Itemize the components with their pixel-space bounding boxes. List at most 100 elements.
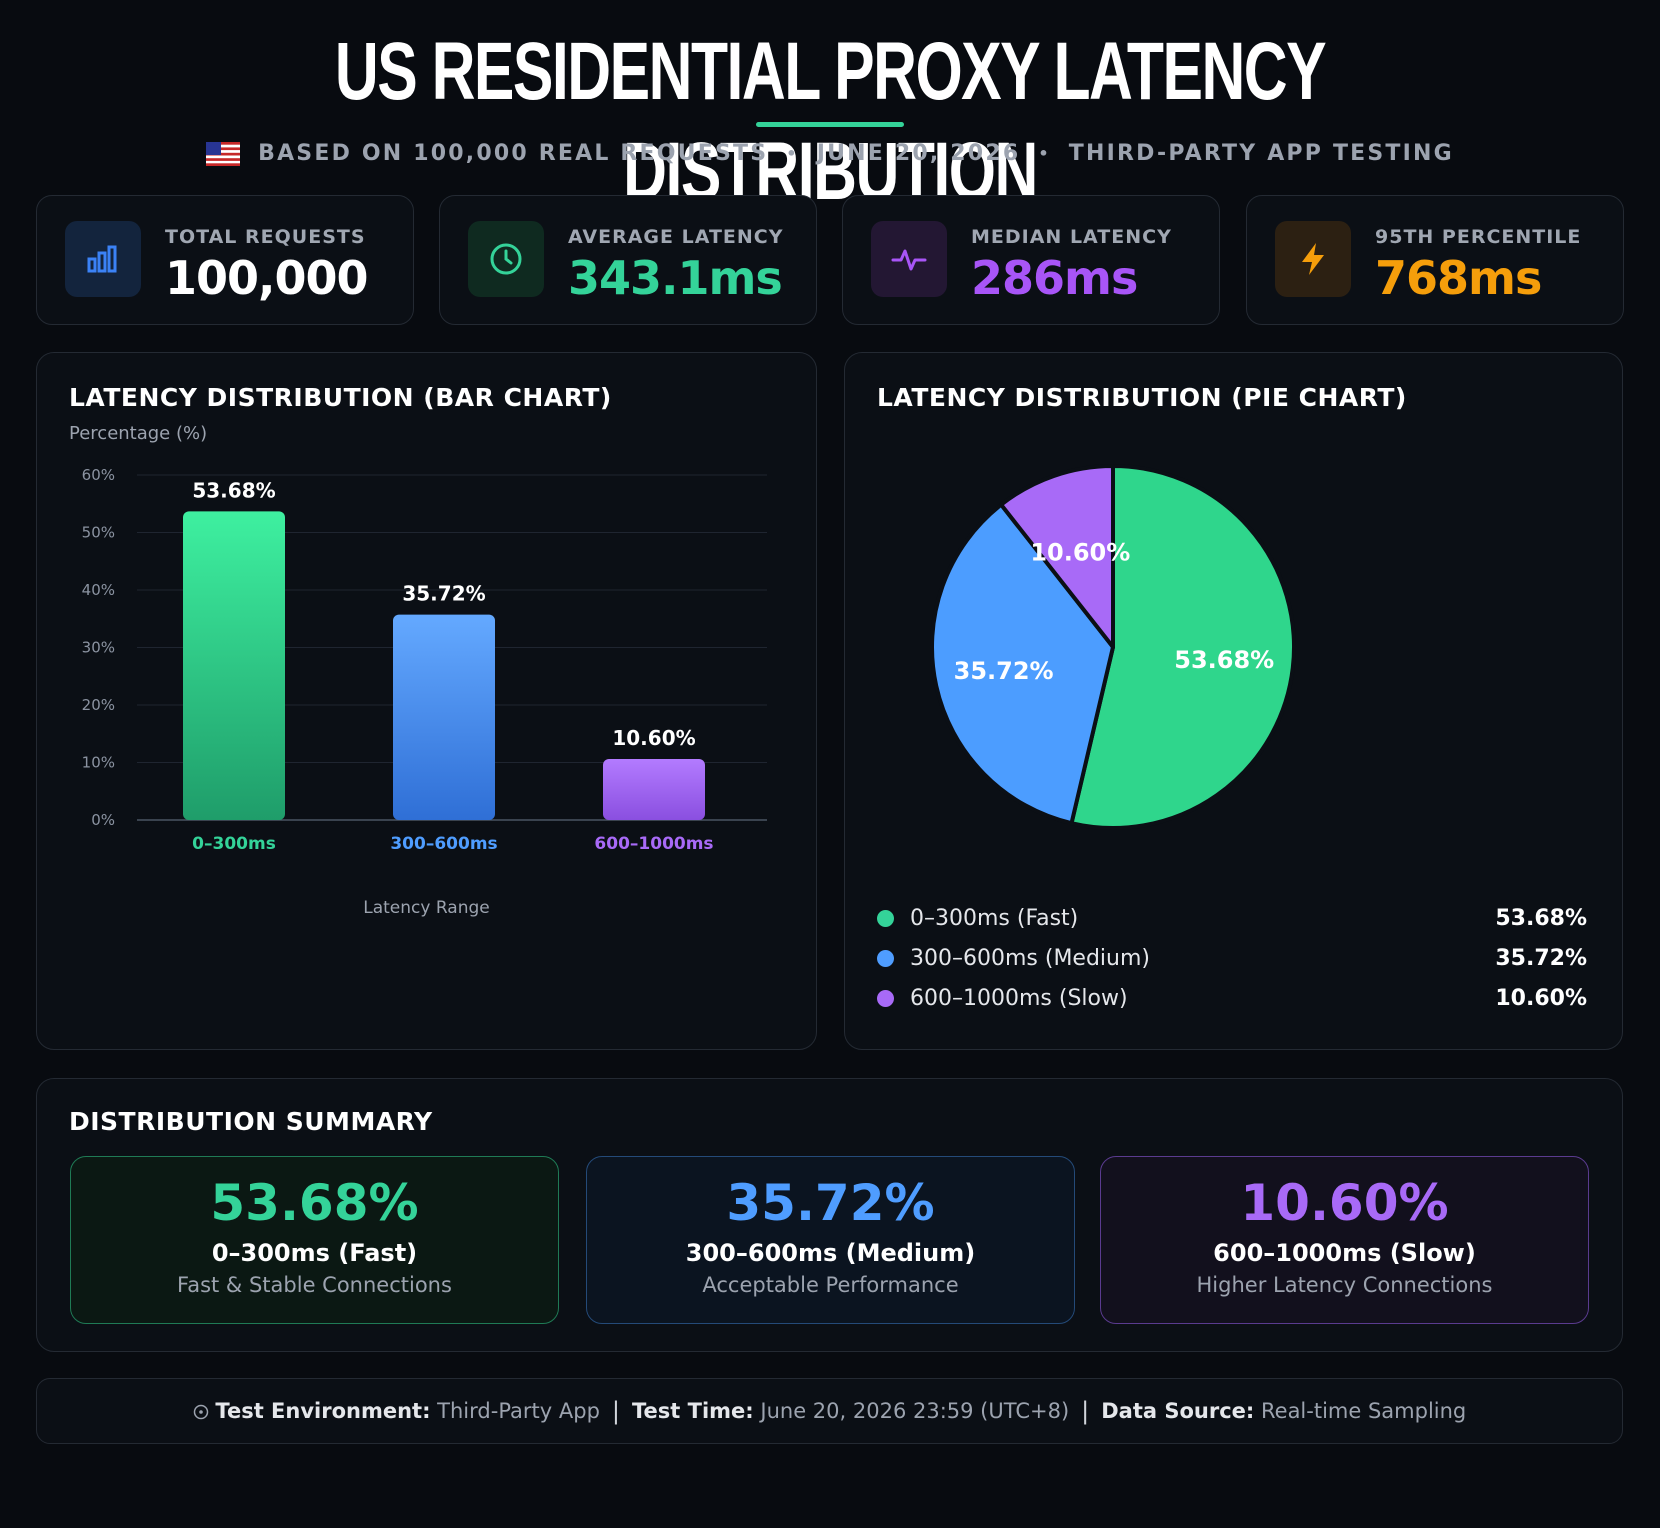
stat-label: MEDIAN LATENCY	[971, 226, 1172, 248]
page-title: US RESIDENTIAL PROXY LATENCY DISTRIBUTIO…	[334, 26, 1327, 217]
pie-chart-title: LATENCY DISTRIBUTION (PIE CHART)	[877, 383, 1407, 412]
stat-label: AVERAGE LATENCY	[568, 226, 784, 248]
subtitle-separator: •	[786, 144, 799, 163]
bar	[603, 759, 705, 820]
bar-chart: 0% 10% 20% 30% 40% 50% 60% 53.68% 0–300ms 35.72% 3…	[82, 466, 767, 854]
subtitle-testing: THIRD-PARTY APP TESTING	[1068, 141, 1454, 166]
pie-chart-panel: LATENCY DISTRIBUTION (PIE CHART) 53.68% 3…	[844, 352, 1623, 1050]
lightning-icon	[1302, 243, 1324, 275]
legend-value: 35.72%	[1495, 945, 1587, 971]
footer-env-key: Test Environment:	[215, 1399, 431, 1423]
footer-source: Data Source: Real-time Sampling	[1101, 1399, 1466, 1423]
summary-card-fast: 53.68% 0–300ms (Fast) Fast & Stable Conn…	[70, 1156, 559, 1324]
stat-label: 95TH PERCENTILE	[1375, 226, 1582, 248]
bar-chart-title: LATENCY DISTRIBUTION (BAR CHART)	[69, 383, 612, 412]
summary-percent: 10.60%	[1240, 1174, 1449, 1232]
summary-description: Acceptable Performance	[702, 1273, 959, 1297]
stat-value: 286ms	[971, 251, 1138, 305]
footer-info-bar: Test Environment: Third-Party App | Test…	[36, 1378, 1623, 1444]
y-tick-label: 40%	[82, 581, 115, 599]
page-subtitle: BASED ON 100,000 REAL REQUESTS • JUNE 20…	[0, 138, 1660, 170]
summary-label: 300–600ms (Medium)	[685, 1239, 976, 1267]
x-axis-label-text: Latency Range	[363, 898, 490, 918]
bar-chart-panel: LATENCY DISTRIBUTION (BAR CHART) Percent…	[36, 352, 817, 1050]
pie-slice-label: 53.68%	[1174, 646, 1274, 674]
stat-icon-box	[65, 221, 141, 297]
subtitle-date: JUNE 20, 2026	[816, 141, 1021, 166]
pie-slice	[930, 502, 1115, 826]
summary-card-medium: 35.72% 300–600ms (Medium) Acceptable Per…	[586, 1156, 1075, 1324]
footer-source-key: Data Source:	[1101, 1399, 1255, 1423]
title-underline	[756, 122, 904, 127]
summary-percent: 53.68%	[210, 1174, 419, 1232]
footer-env: Test Environment: Third-Party App	[193, 1399, 600, 1423]
legend-item-medium: 300–600ms (Medium) 35.72%	[877, 938, 1587, 978]
stat-value: 100,000	[165, 251, 369, 305]
clock-icon	[490, 243, 522, 275]
footer-time: Test Time: June 20, 2026 23:59 (UTC+8)	[632, 1399, 1069, 1423]
us-flag-icon	[206, 142, 241, 166]
bar-chart-icon	[87, 245, 117, 273]
legend-value: 10.60%	[1495, 985, 1587, 1011]
summary-card-slow: 10.60% 600–1000ms (Slow) Higher Latency …	[1100, 1156, 1589, 1324]
stat-value: 343.1ms	[568, 251, 783, 305]
y-tick-label: 20%	[82, 696, 115, 714]
pie-slice	[1069, 464, 1296, 830]
stat-icon-box	[468, 221, 544, 297]
pie-slice	[999, 464, 1115, 649]
summary-percent: 35.72%	[726, 1174, 935, 1232]
stat-value: 768ms	[1375, 251, 1542, 305]
legend-label: 300–600ms (Medium)	[910, 945, 1151, 971]
stat-icon-box	[871, 221, 947, 297]
bar	[393, 614, 495, 820]
y-tick-label: 10%	[82, 754, 115, 772]
y-tick-label: 60%	[82, 466, 115, 484]
legend-label: 0–300ms (Fast)	[910, 905, 1079, 931]
summary-description: Higher Latency Connections	[1196, 1273, 1493, 1297]
stat-label: TOTAL REQUESTS	[165, 226, 366, 248]
y-axis-label: Percentage (%)	[69, 423, 208, 444]
y-tick-label: 50%	[82, 524, 115, 542]
legend-label: 600–1000ms (Slow)	[910, 985, 1128, 1011]
legend-dot	[877, 989, 894, 1007]
stat-card-median-latency: MEDIAN LATENCY 286ms	[842, 195, 1220, 325]
x-axis-label: Latency Range	[37, 898, 816, 918]
legend-item-fast: 0–300ms (Fast) 53.68%	[877, 898, 1587, 938]
bar-value-label: 53.68%	[192, 478, 275, 502]
legend-value: 53.68%	[1495, 905, 1587, 931]
summary-title: DISTRIBUTION SUMMARY	[69, 1107, 433, 1136]
summary-description: Fast & Stable Connections	[177, 1273, 452, 1297]
pie-chart: 53.68% 35.72% 10.60%	[930, 464, 1296, 830]
legend-dot	[877, 909, 894, 927]
subtitle-requests: BASED ON 100,000 REAL REQUESTS	[258, 141, 769, 166]
stat-card-average-latency: AVERAGE LATENCY 343.1ms	[439, 195, 817, 325]
subtitle-separator: •	[1038, 144, 1051, 163]
x-tick-label: 300–600ms	[390, 834, 497, 854]
footer-source-value: Real-time Sampling	[1261, 1399, 1467, 1423]
footer-separator: |	[1081, 1397, 1090, 1425]
pie-legend: 0–300ms (Fast) 53.68% 300–600ms (Medium)…	[877, 898, 1587, 1018]
stat-icon-box	[1275, 221, 1351, 297]
bar-value-label: 10.60%	[612, 726, 695, 750]
legend-dot	[877, 949, 894, 967]
footer-time-key: Test Time:	[632, 1399, 754, 1423]
y-tick-label: 0%	[91, 811, 115, 829]
pulse-icon	[891, 249, 927, 271]
footer-time-value: June 20, 2026 23:59 (UTC+8)	[760, 1399, 1070, 1423]
legend-item-slow: 600–1000ms (Slow) 10.60%	[877, 978, 1587, 1018]
bar	[183, 511, 285, 820]
footer-env-value: Third-Party App	[437, 1399, 600, 1423]
x-tick-label: 600–1000ms	[594, 834, 713, 854]
stat-card-95th-percentile: 95TH PERCENTILE 768ms	[1246, 195, 1624, 325]
footer-separator: |	[611, 1397, 620, 1425]
y-tick-label: 30%	[82, 639, 115, 657]
summary-label: 0–300ms (Fast)	[211, 1239, 418, 1267]
pie-slice-label: 10.60%	[1030, 538, 1130, 566]
x-tick-label: 0–300ms	[192, 834, 276, 854]
pie-slice-label: 35.72%	[954, 657, 1054, 685]
info-circle-icon	[193, 1404, 208, 1420]
summary-label: 600–1000ms (Slow)	[1213, 1239, 1476, 1267]
stat-card-total-requests: TOTAL REQUESTS 100,000	[36, 195, 414, 325]
bar-value-label: 35.72%	[402, 582, 485, 606]
